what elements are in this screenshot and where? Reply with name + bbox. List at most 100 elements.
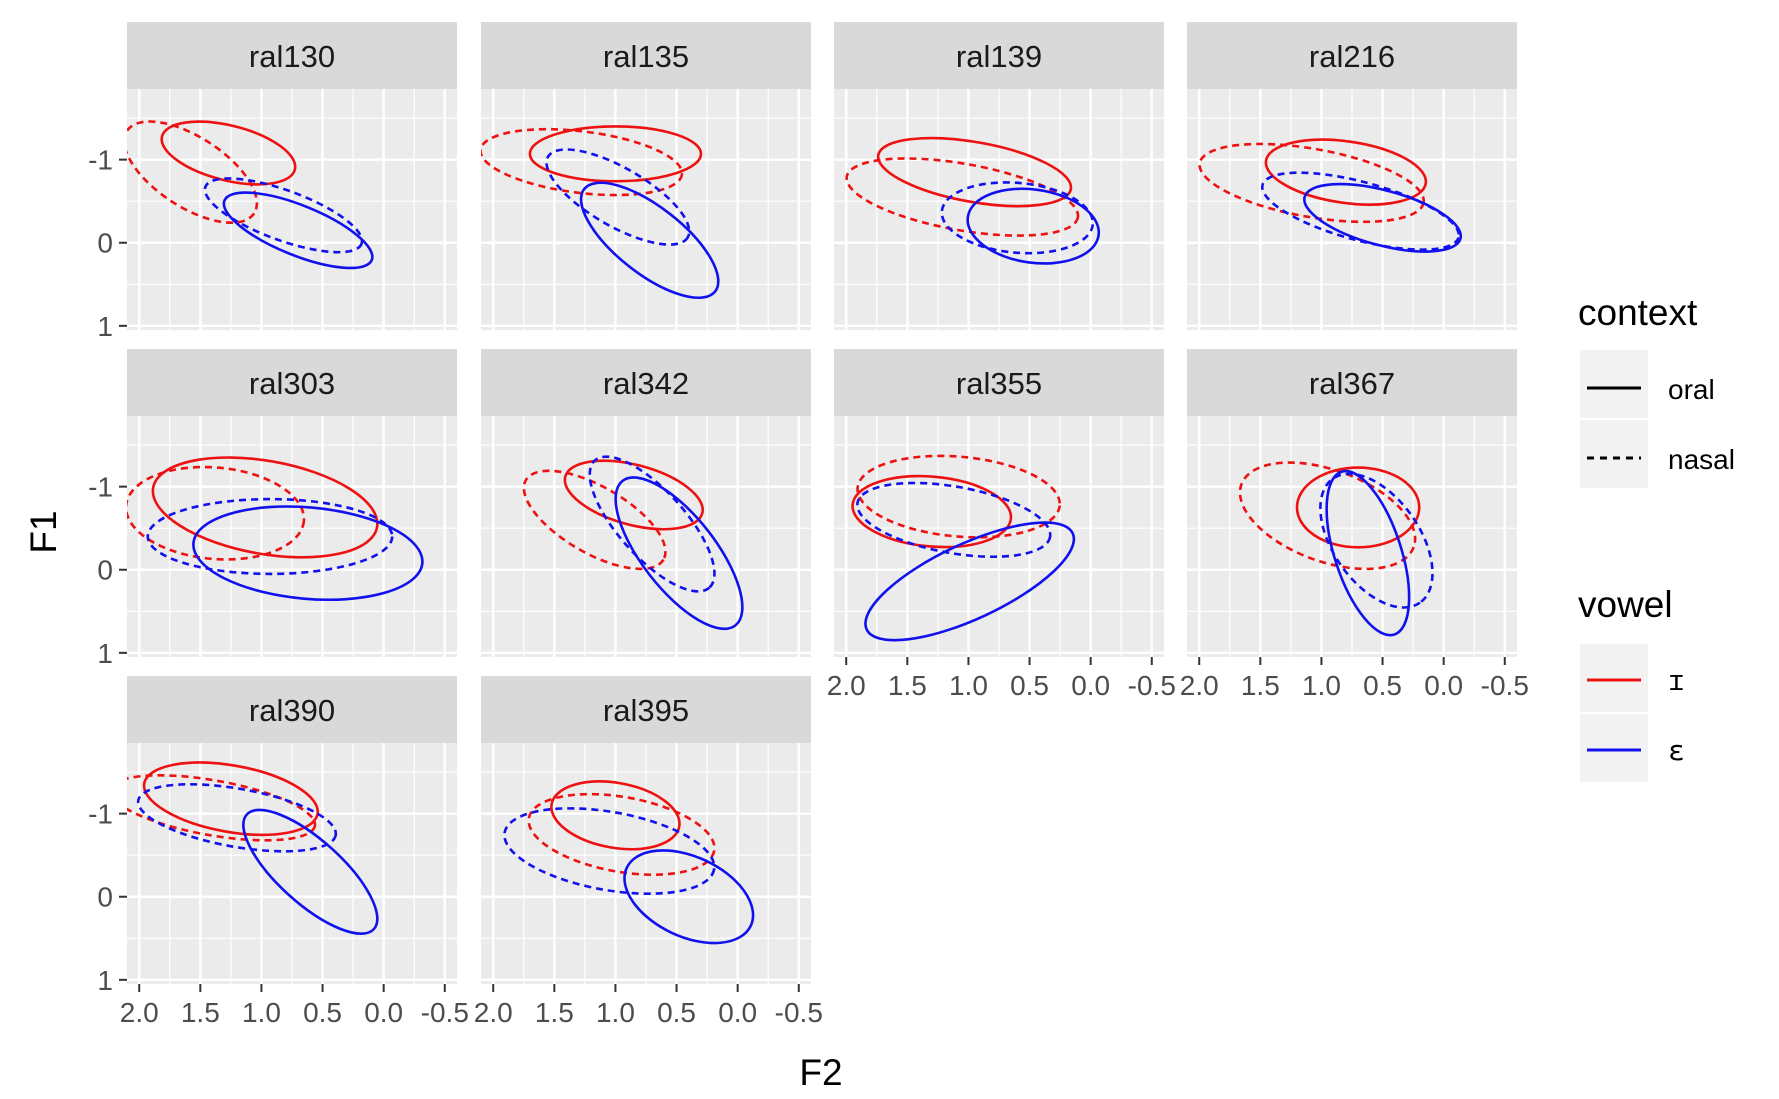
panel-ral395: ral395 2.0 1.5 1.0 0.5 0.0 -0.5 bbox=[474, 676, 823, 1028]
strip-background bbox=[127, 22, 457, 89]
ellipse-nasal-e bbox=[203, 177, 364, 254]
y-tick-label: 1 bbox=[97, 965, 113, 996]
panel-title: ral395 bbox=[603, 693, 689, 728]
ellipse-group bbox=[522, 455, 744, 631]
ellipse-group bbox=[127, 120, 374, 270]
ellipse-nasal-e bbox=[146, 497, 394, 576]
strip-background bbox=[127, 676, 457, 743]
legend-vowel: vowel ɪ ɛ bbox=[1578, 584, 1685, 782]
ellipse-nasal-e bbox=[545, 148, 691, 246]
legend-key-bg-vowel-i bbox=[1580, 644, 1648, 712]
ellipse-oral-i bbox=[151, 456, 379, 559]
ellipse-nasal-i bbox=[522, 469, 667, 571]
ellipse-nasal-i bbox=[1238, 461, 1417, 571]
ellipse-nasal-e bbox=[940, 181, 1095, 255]
x-tick-label: 1.0 bbox=[596, 997, 635, 1028]
y-tick-label: -1 bbox=[88, 799, 113, 830]
y-tick-label: 0 bbox=[97, 228, 113, 259]
ellipse-oral-e bbox=[623, 849, 755, 945]
ellipse-oral-e bbox=[579, 181, 720, 300]
x-tick-label: 1.5 bbox=[1241, 670, 1280, 701]
x-tick-label: 2.0 bbox=[827, 670, 866, 701]
x-axis-title: F2 bbox=[799, 1052, 842, 1093]
x-tick-label: 0.0 bbox=[718, 997, 757, 1028]
y-tick-label: 0 bbox=[97, 555, 113, 586]
panel-title: ral303 bbox=[249, 366, 335, 401]
panel-title: ral355 bbox=[956, 366, 1042, 401]
panel-ral355: ral355 2.0 1.5 1.0 0.5 0.0 -0.5 bbox=[827, 349, 1176, 701]
x-tick-label: -0.5 bbox=[775, 997, 823, 1028]
y-tick-label: 0 bbox=[97, 882, 113, 913]
panel-title: ral367 bbox=[1309, 366, 1395, 401]
x-tick-label: 1.0 bbox=[242, 997, 281, 1028]
ellipse-oral-e bbox=[222, 191, 374, 270]
ellipse-oral-i bbox=[876, 136, 1073, 208]
x-tick-label: 0.0 bbox=[1071, 670, 1110, 701]
panel-title: ral139 bbox=[956, 39, 1042, 74]
panel-ral216: ral216 bbox=[1187, 22, 1517, 330]
ellipse-group bbox=[845, 136, 1101, 265]
legend-label-oral: oral bbox=[1668, 374, 1715, 405]
legend-context: context oral nasal bbox=[1578, 292, 1735, 488]
ellipse-nasal-i bbox=[527, 792, 716, 877]
y-tick-label: -1 bbox=[88, 472, 113, 503]
panel-ral135: ral135 bbox=[481, 22, 811, 330]
legend: context oral nasal vowel ɪ ɛ bbox=[1578, 292, 1735, 782]
ellipse-oral-i bbox=[528, 125, 703, 183]
legend-context-title: context bbox=[1578, 292, 1698, 333]
ellipse-oral-e bbox=[1325, 469, 1411, 637]
ellipse-group bbox=[481, 125, 720, 300]
ellipse-nasal-i bbox=[845, 157, 1080, 237]
panel-ral390: ral390 -1 0 12.0 1.5 1.0 0.5 0.0 -0.5 bbox=[88, 676, 469, 1028]
panel-title: ral342 bbox=[603, 366, 689, 401]
y-tick-label: 1 bbox=[97, 311, 113, 342]
ellipse-group bbox=[127, 456, 424, 602]
x-tick-label: 1.0 bbox=[1302, 670, 1341, 701]
x-tick-label: 1.5 bbox=[888, 670, 927, 701]
ellipse-group bbox=[503, 780, 755, 945]
legend-label-vowel-i: ɪ bbox=[1668, 664, 1685, 697]
panel-title: ral130 bbox=[249, 39, 335, 74]
panel-title: ral216 bbox=[1309, 39, 1395, 74]
legend-label-vowel-e: ɛ bbox=[1668, 734, 1685, 767]
ellipse-nasal-e bbox=[503, 807, 716, 896]
strip-background bbox=[481, 22, 811, 89]
ellipse-oral-e bbox=[864, 521, 1076, 642]
x-tick-label: 0.5 bbox=[303, 997, 342, 1028]
x-tick-label: 1.0 bbox=[949, 670, 988, 701]
strip-background bbox=[481, 349, 811, 416]
ellipse-group bbox=[127, 761, 379, 935]
legend-vowel-title: vowel bbox=[1578, 584, 1673, 625]
y-tick-label: -1 bbox=[88, 145, 113, 176]
ellipse-oral-e bbox=[966, 187, 1101, 265]
x-tick-label: 0.0 bbox=[1424, 670, 1463, 701]
legend-key-bg-nasal bbox=[1580, 420, 1648, 488]
x-tick-label: 0.5 bbox=[657, 997, 696, 1028]
ellipse-nasal-i bbox=[127, 120, 259, 225]
panel-ral130: ral130 -1 0 1 bbox=[88, 22, 457, 342]
ellipse-oral-i bbox=[563, 459, 704, 531]
ellipse-nasal-i bbox=[481, 127, 684, 197]
panel-ral367: ral367 2.0 1.5 1.0 0.5 0.0 -0.5 bbox=[1180, 349, 1529, 701]
ellipse-nasal-i bbox=[127, 774, 317, 842]
ellipse-oral-i bbox=[1295, 466, 1421, 549]
x-tick-label: -0.5 bbox=[1128, 670, 1176, 701]
x-tick-label: 2.0 bbox=[120, 997, 159, 1028]
panel-title: ral390 bbox=[249, 693, 335, 728]
strip-background bbox=[1187, 22, 1517, 89]
ellipse-oral-e bbox=[242, 808, 379, 935]
legend-key-bg-vowel-e bbox=[1580, 714, 1648, 782]
x-tick-label: 0.0 bbox=[364, 997, 403, 1028]
panel-ral139: ral139 bbox=[834, 22, 1164, 330]
ellipse-nasal-e bbox=[588, 455, 716, 593]
ellipse-oral-i bbox=[160, 120, 297, 186]
strip-background bbox=[834, 22, 1164, 89]
x-tick-label: 1.5 bbox=[181, 997, 220, 1028]
x-tick-label: 0.5 bbox=[1010, 670, 1049, 701]
panel-ral303: ral303 -1 0 1 bbox=[88, 349, 457, 669]
ellipse-oral-i bbox=[142, 761, 320, 837]
ellipse-nasal-i bbox=[856, 454, 1062, 539]
panel-title: ral135 bbox=[603, 39, 689, 74]
